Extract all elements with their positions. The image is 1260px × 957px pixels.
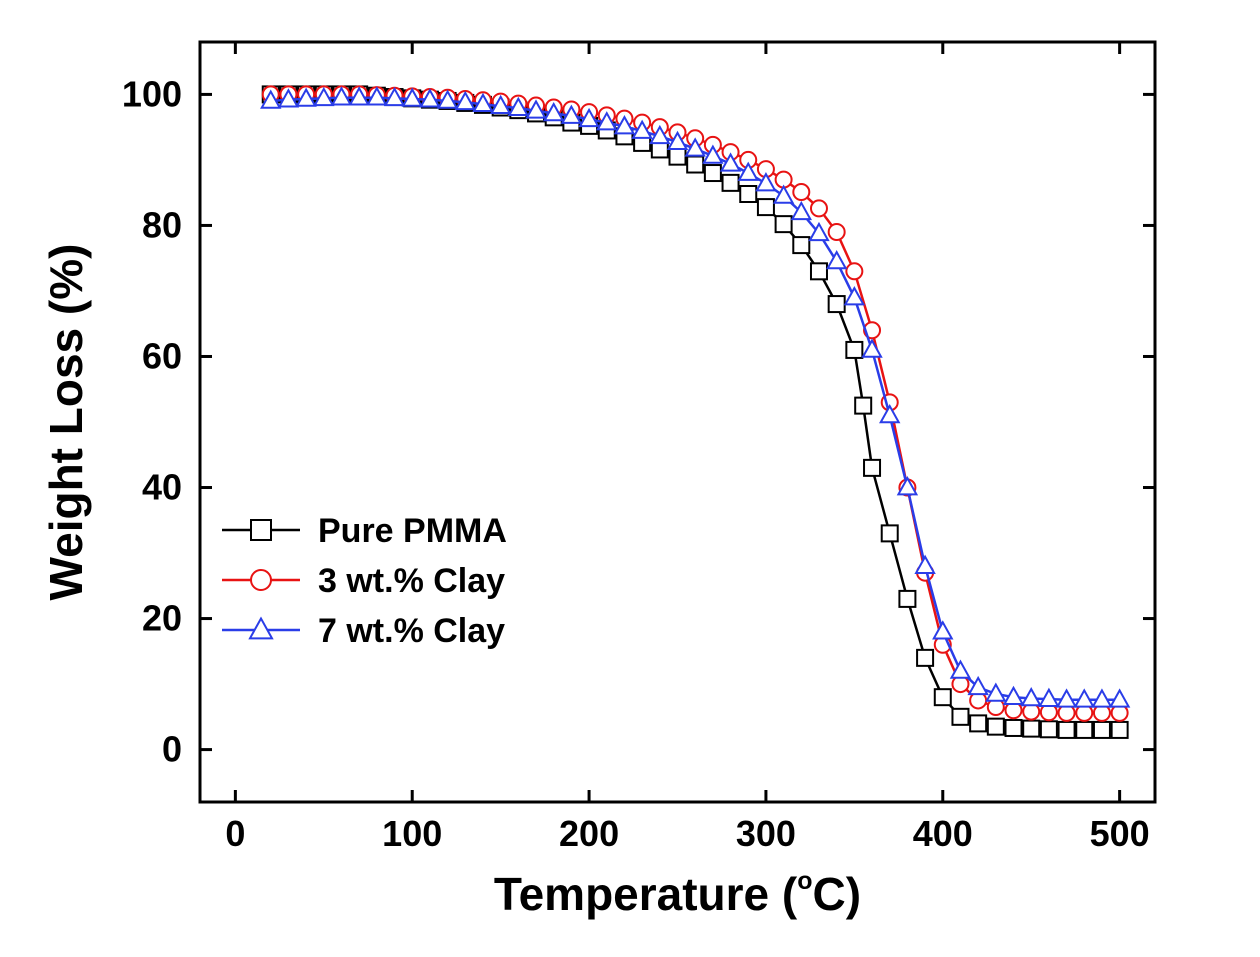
legend-item-pure-pmma: Pure PMMA bbox=[222, 512, 507, 550]
series-line bbox=[271, 98, 1120, 700]
x-axis-label: Temperature (oC) bbox=[494, 867, 861, 920]
marker-circle bbox=[251, 570, 271, 590]
marker-square bbox=[970, 715, 986, 731]
marker-square bbox=[935, 689, 951, 705]
marker-square bbox=[952, 709, 968, 725]
marker-square bbox=[1112, 722, 1128, 738]
y-tick-label: 100 bbox=[122, 73, 182, 114]
legend-item-clay-3wt: 3 wt.% Clay bbox=[222, 562, 505, 600]
marker-square bbox=[723, 175, 739, 191]
marker-square bbox=[705, 165, 721, 181]
marker-square bbox=[1023, 721, 1039, 737]
x-tick-label: 200 bbox=[559, 813, 619, 854]
marker-triangle bbox=[934, 622, 952, 638]
marker-square bbox=[829, 296, 845, 312]
marker-triangle bbox=[1075, 690, 1093, 706]
marker-triangle bbox=[863, 341, 881, 357]
marker-circle bbox=[829, 224, 845, 240]
legend-label: Pure PMMA bbox=[318, 512, 507, 550]
x-tick-label: 300 bbox=[736, 813, 796, 854]
marker-square bbox=[846, 342, 862, 358]
x-tick-label: 100 bbox=[382, 813, 442, 854]
y-tick-label: 80 bbox=[142, 204, 182, 245]
marker-square bbox=[899, 591, 915, 607]
marker-square bbox=[1076, 722, 1092, 738]
marker-square bbox=[811, 263, 827, 279]
marker-triangle bbox=[1093, 690, 1111, 706]
marker-circle bbox=[793, 184, 809, 200]
marker-square bbox=[740, 186, 756, 202]
marker-square bbox=[776, 216, 792, 232]
y-axis-label: Weight Loss (%) bbox=[40, 244, 92, 601]
marker-circle bbox=[846, 263, 862, 279]
marker-triangle bbox=[757, 174, 775, 190]
marker-triangle bbox=[1111, 690, 1129, 706]
legend-label: 7 wt.% Clay bbox=[318, 612, 505, 650]
marker-square bbox=[917, 650, 933, 666]
x-tick-label: 0 bbox=[225, 813, 245, 854]
marker-square bbox=[1041, 721, 1057, 737]
legend-item-clay-7wt: 7 wt.% Clay bbox=[222, 612, 505, 650]
y-tick-label: 0 bbox=[162, 729, 182, 770]
marker-square bbox=[758, 199, 774, 215]
y-tick-label: 60 bbox=[142, 335, 182, 376]
x-tick-label: 400 bbox=[913, 813, 973, 854]
marker-square bbox=[882, 525, 898, 541]
marker-square bbox=[251, 520, 271, 540]
marker-square bbox=[793, 237, 809, 253]
marker-square bbox=[1006, 720, 1022, 736]
marker-square bbox=[687, 157, 703, 173]
marker-square bbox=[1059, 722, 1075, 738]
marker-square bbox=[670, 149, 686, 165]
marker-square bbox=[855, 398, 871, 414]
marker-triangle bbox=[916, 557, 934, 573]
marker-circle bbox=[811, 200, 827, 216]
marker-triangle bbox=[775, 187, 793, 203]
x-tick-label: 500 bbox=[1090, 813, 1150, 854]
marker-square bbox=[864, 460, 880, 476]
marker-square bbox=[1094, 722, 1110, 738]
marker-square bbox=[988, 719, 1004, 735]
y-tick-label: 20 bbox=[142, 598, 182, 639]
marker-triangle bbox=[828, 252, 846, 268]
legend-label: 3 wt.% Clay bbox=[318, 562, 505, 600]
tga-chart: 0 100 200 300 400 500 0 20 40 60 80 100 Temperature … bbox=[0, 0, 1260, 957]
marker-triangle bbox=[250, 619, 272, 639]
y-tick-label: 40 bbox=[142, 467, 182, 508]
